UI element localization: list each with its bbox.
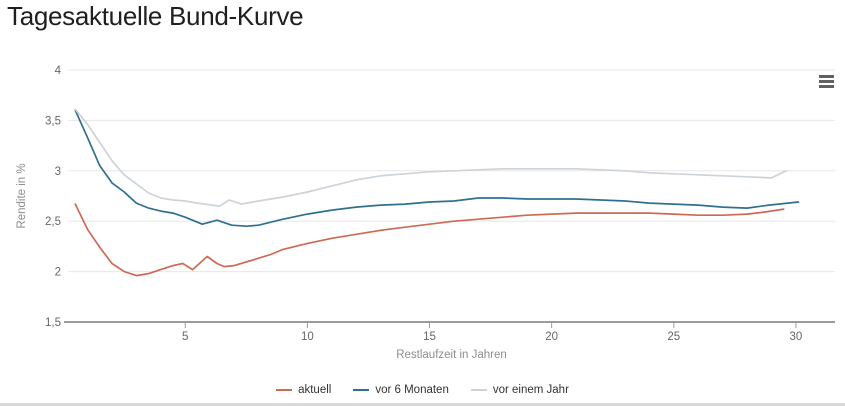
legend-line-marker bbox=[470, 389, 487, 391]
y-axis-tick-label: 2,5 bbox=[45, 216, 61, 228]
x-axis-tick-label: 25 bbox=[667, 331, 680, 343]
legend-line-marker bbox=[276, 389, 293, 391]
series-line-aktuell bbox=[74, 203, 785, 277]
legend-item-vor-einem-jahr[interactable]: vor einem Jahr bbox=[470, 384, 569, 396]
y-axis-tick-label: 1,5 bbox=[45, 317, 61, 329]
y-axis-tick-label: 3 bbox=[55, 166, 61, 178]
legend-label: vor 6 Monaten bbox=[375, 384, 449, 396]
y-axis-tick-label: 4 bbox=[55, 65, 62, 77]
legend-label: vor einem Jahr bbox=[492, 384, 569, 396]
page-title: Tagesaktuelle Bund-Kurve bbox=[7, 1, 304, 31]
legend-item-aktuell[interactable]: aktuell bbox=[276, 384, 331, 396]
series-line-vor-6-monaten bbox=[74, 109, 800, 228]
legend-item-vor-6-monaten[interactable]: vor 6 Monaten bbox=[353, 384, 449, 396]
x-axis-title: Restlaufzeit in Jahren bbox=[396, 349, 507, 361]
chart-legend: aktuell vor 6 Monaten vor einem Jahr bbox=[0, 381, 845, 399]
chart-context-menu-button[interactable] bbox=[819, 74, 835, 89]
x-axis-tick-label: 10 bbox=[301, 331, 314, 343]
x-axis-tick-label: 5 bbox=[182, 331, 188, 343]
legend-line-marker bbox=[353, 389, 370, 391]
hamburger-icon bbox=[819, 80, 834, 83]
y-axis-ticks: 1,5 2 2,5 3 3,5 4 bbox=[45, 65, 62, 329]
legend-label: aktuell bbox=[298, 384, 332, 396]
x-axis-ticks: 5 10 15 20 25 30 bbox=[182, 322, 802, 343]
hamburger-icon bbox=[819, 85, 834, 88]
series-line-vor-einem-jahr bbox=[74, 108, 787, 207]
hamburger-icon bbox=[819, 75, 834, 78]
section-divider bbox=[0, 403, 845, 406]
x-axis-tick-label: 15 bbox=[423, 331, 436, 343]
y-axis-tick-label: 3,5 bbox=[45, 115, 61, 127]
x-axis-tick-label: 30 bbox=[790, 331, 803, 343]
x-axis-tick-label: 20 bbox=[545, 331, 558, 343]
y-axis-tick-label: 2 bbox=[55, 267, 61, 279]
y-axis-title: Rendite in % bbox=[16, 163, 28, 228]
chart-plot-area: 5 10 15 20 25 30 1,5 2 2,5 3 3,5 4 Restlaufzeit in J… bbox=[16, 65, 835, 361]
